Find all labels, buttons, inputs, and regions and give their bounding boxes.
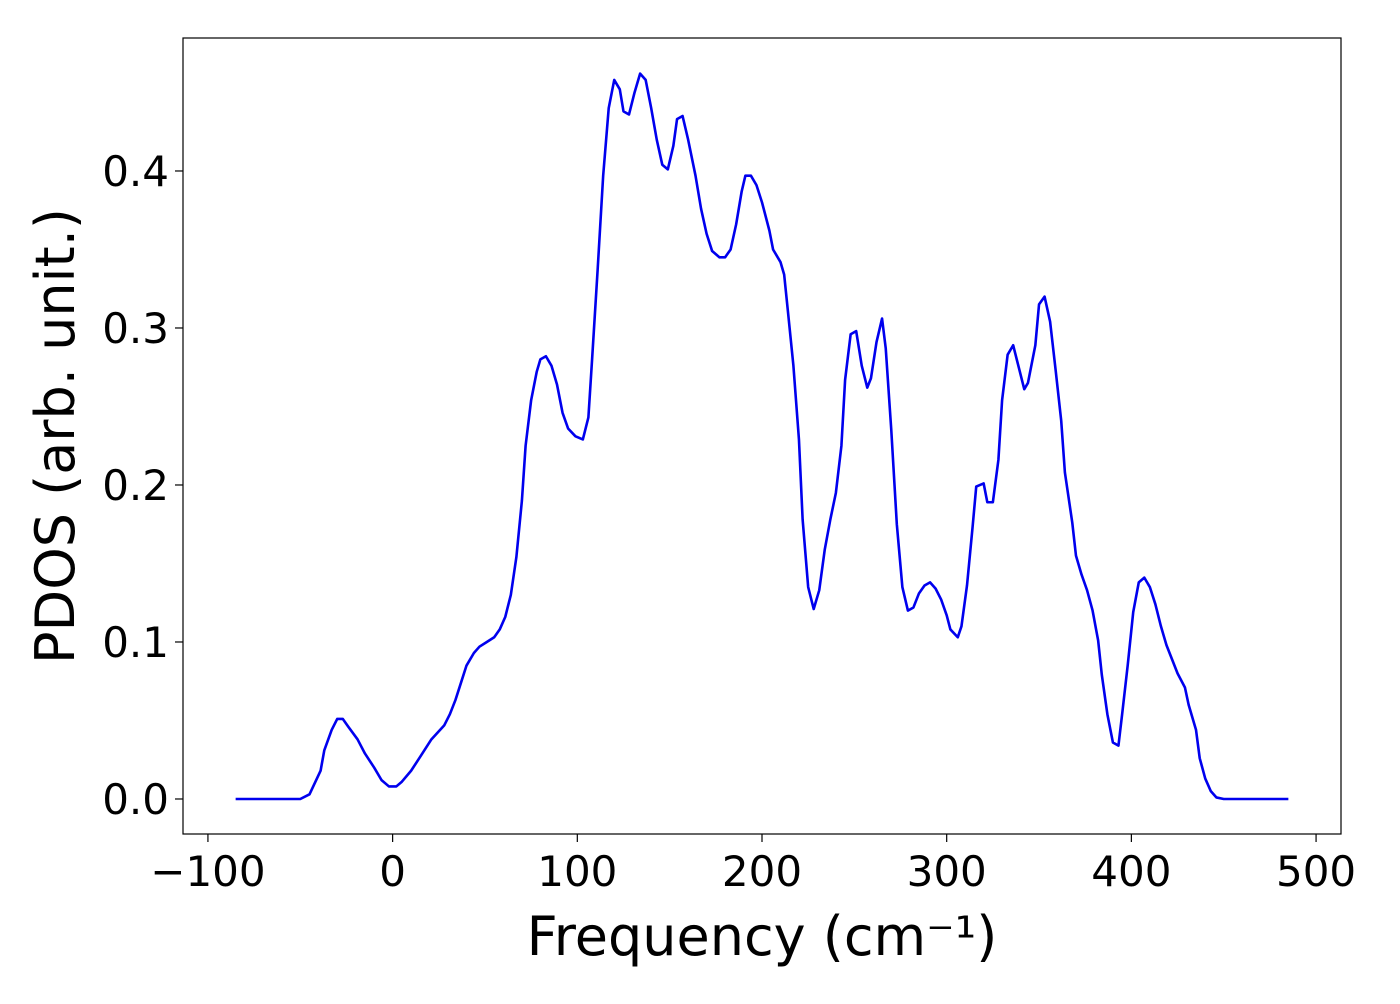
- y-tick-label: 0.2: [102, 461, 169, 510]
- x-tick-label: 500: [1276, 847, 1356, 896]
- x-tick-label: −100: [150, 847, 265, 896]
- x-tick-label: 100: [537, 847, 617, 896]
- x-tick-label: 200: [722, 847, 802, 896]
- x-tick-label: 0: [379, 847, 406, 896]
- y-tick-label: 0.1: [102, 618, 169, 667]
- plot-frame: [182, 37, 1342, 835]
- y-tick-label: 0.4: [102, 147, 169, 196]
- y-tick-label: 0.0: [102, 775, 169, 824]
- y-axis-label: PDOS (arb. unit.): [24, 208, 87, 664]
- x-axis-label: Frequency (cm⁻¹): [527, 905, 998, 968]
- x-tick-label: 400: [1091, 847, 1171, 896]
- data-line: [235, 72, 1289, 801]
- x-tick-label: 300: [907, 847, 987, 896]
- y-tick-label: 0.3: [102, 304, 169, 353]
